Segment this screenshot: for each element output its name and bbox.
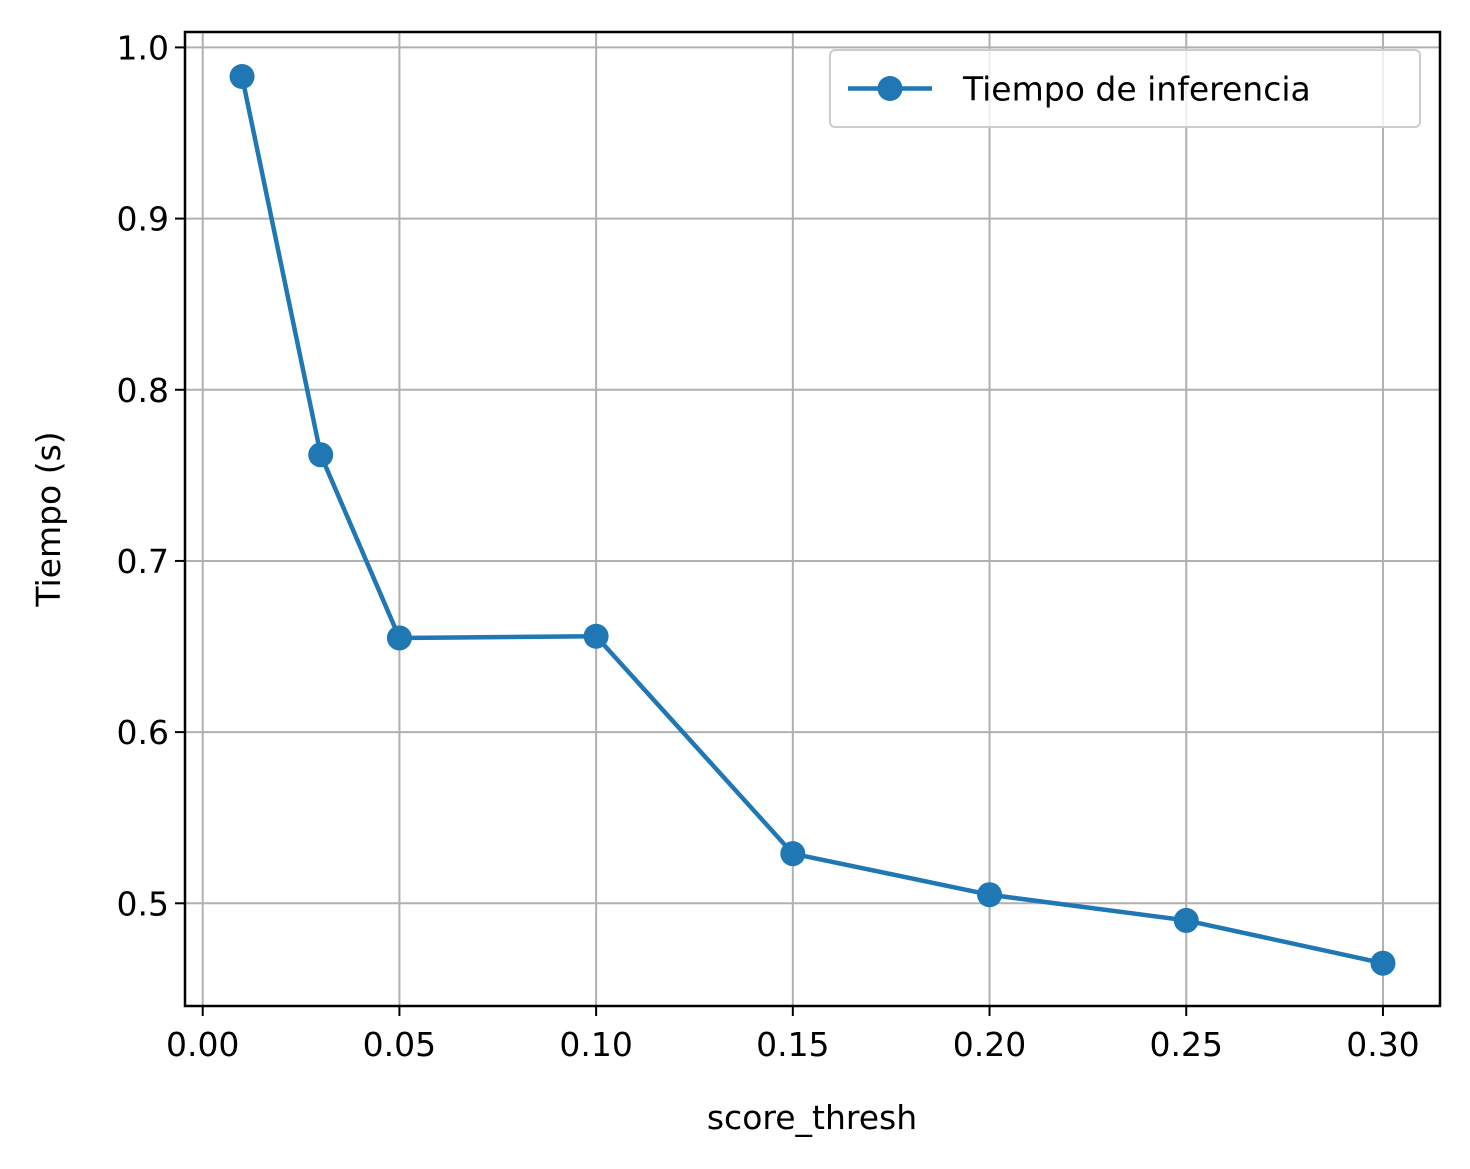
x-tick-label: 0.20: [953, 1025, 1026, 1064]
series-layer: [229, 64, 1396, 976]
y-tick-label: 0.5: [117, 884, 169, 923]
y-axis-title: Tiempo (s): [29, 431, 68, 607]
data-point: [386, 625, 412, 651]
legend: Tiempo de inferencia: [829, 49, 1421, 128]
y-tick-label: 1.0: [117, 28, 169, 67]
legend-marker-swatch: [877, 76, 903, 101]
y-tick-label: 0.9: [117, 200, 169, 239]
data-point: [1173, 907, 1199, 933]
data-point: [583, 623, 609, 649]
plot-frame: [183, 30, 1442, 1008]
x-axis-title: score_thresh: [707, 1098, 917, 1137]
x-tick-label: 0.30: [1346, 1025, 1419, 1064]
data-point: [229, 64, 255, 90]
x-tick-label: 0.15: [756, 1025, 829, 1064]
grid: [185, 32, 1440, 1006]
y-tick-label: 0.7: [117, 542, 169, 581]
data-point: [308, 442, 334, 468]
x-tick-label: 0.10: [559, 1025, 632, 1064]
axes-ticks: 0.00 0.05 0.10 0.15 0.20 0.25 0.30 0.5 0.6 0.7 0.8…: [117, 28, 1420, 1064]
series-line: [239, 74, 1386, 966]
y-tick-label: 0.8: [117, 371, 169, 410]
data-point: [1370, 950, 1396, 976]
legend-label: Tiempo de inferencia: [962, 70, 1311, 109]
x-tick-label: 0.05: [363, 1025, 436, 1064]
data-point: [780, 841, 806, 867]
x-tick-label: 0.25: [1150, 1025, 1223, 1064]
data-point: [977, 882, 1003, 908]
y-tick-label: 0.6: [117, 713, 169, 752]
legend-box: [829, 49, 1421, 128]
x-tick-label: 0.00: [166, 1025, 239, 1064]
